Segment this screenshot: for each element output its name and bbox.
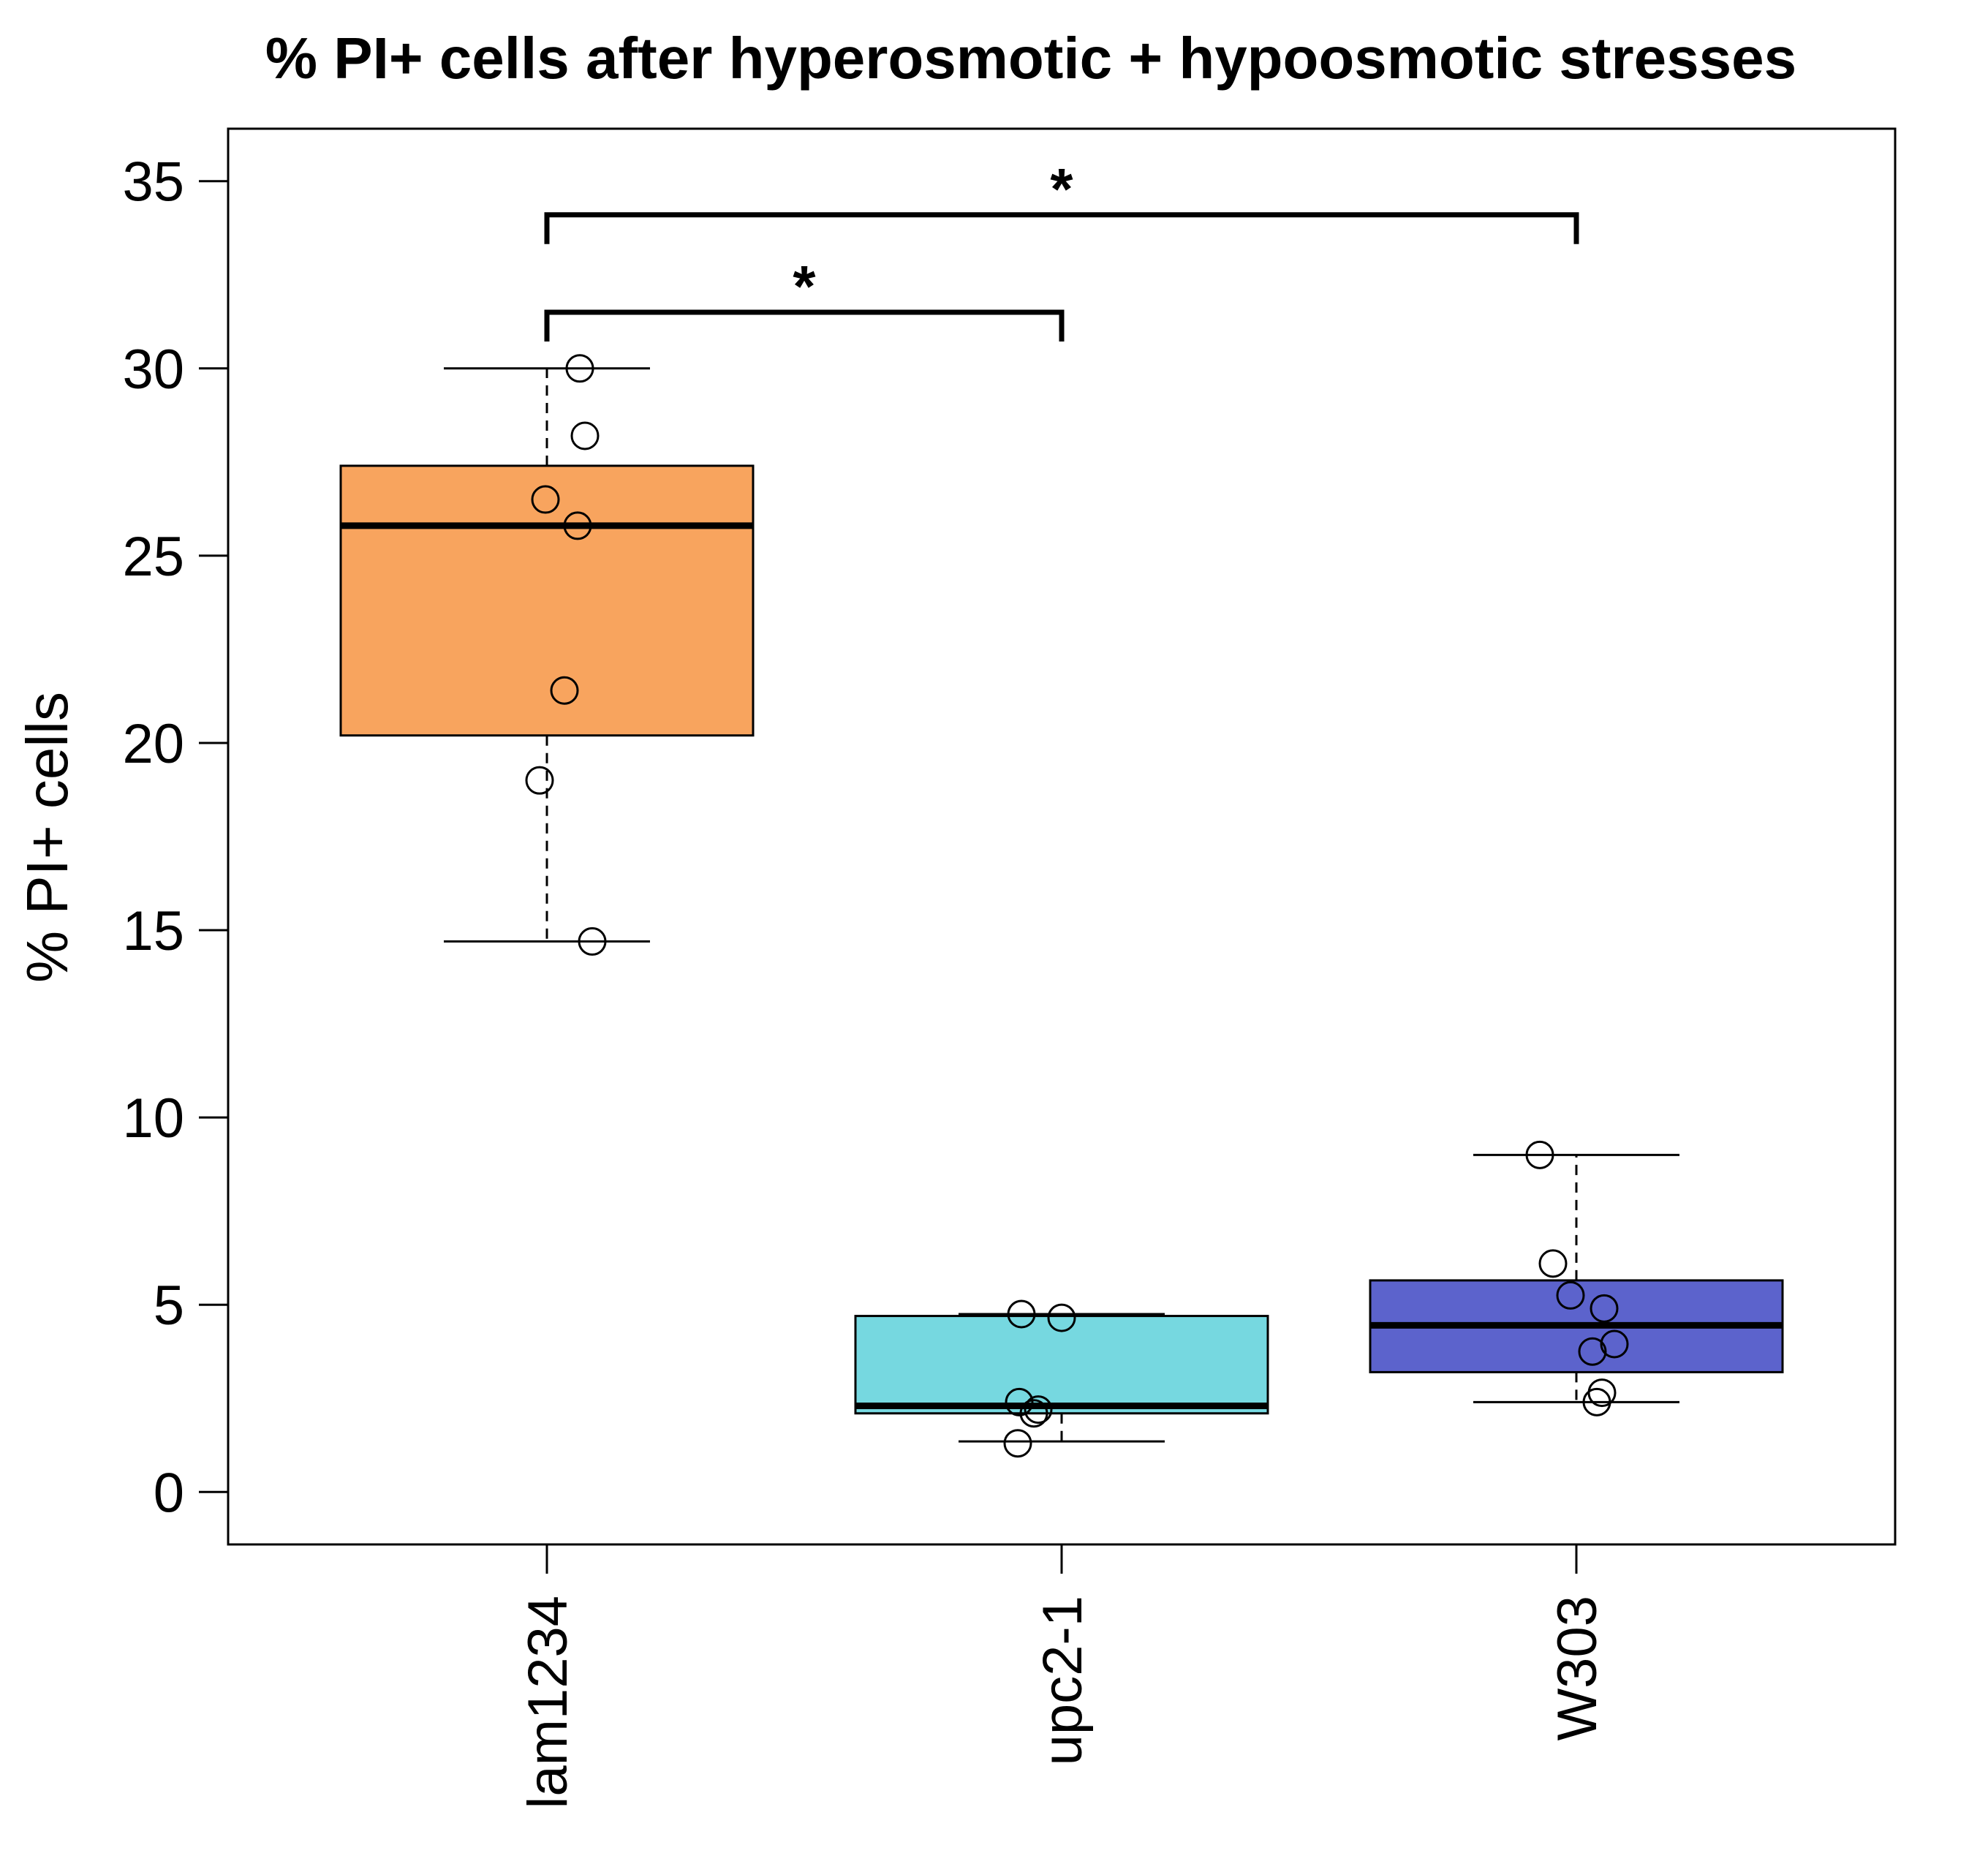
- box-lam1234: [339, 367, 755, 943]
- y-tick-label: 25: [122, 526, 184, 588]
- y-tick-label: 0: [154, 1462, 184, 1524]
- x-tick-label: W303: [1546, 1596, 1609, 1741]
- x-tick-label: lam1234: [517, 1596, 579, 1809]
- data-point: [1003, 1429, 1032, 1458]
- data-point: [1578, 1337, 1607, 1366]
- data-point: [1007, 1299, 1036, 1329]
- data-point: [550, 676, 579, 705]
- data-point: [1590, 1294, 1619, 1323]
- data-point: [1556, 1280, 1585, 1310]
- data-point: [570, 421, 600, 450]
- data-point: [1005, 1387, 1034, 1416]
- data-point: [1047, 1303, 1076, 1332]
- significance-bracket: *: [544, 254, 1065, 342]
- significance-bracket: *: [544, 156, 1579, 244]
- box-upc2-1: [854, 1313, 1269, 1443]
- chart-title: % PI+ cells after hyperosmotic + hypoosm…: [265, 26, 1796, 91]
- data-point: [1525, 1140, 1554, 1169]
- y-tick-label: 5: [154, 1275, 184, 1337]
- chart-marks: 0 5 10 15 20 25 30 35 lam1234 upc2-1 W303 * *: [122, 151, 1784, 1809]
- bracket-line: [544, 212, 1579, 244]
- box-W303: [1369, 1153, 1784, 1403]
- data-point: [563, 511, 592, 540]
- box-body: [854, 1315, 1269, 1415]
- data-point: [565, 354, 594, 383]
- data-point: [1019, 1399, 1048, 1428]
- y-axis-label: % PI+ cells: [15, 692, 80, 983]
- box-body: [339, 464, 755, 737]
- data-point: [1024, 1395, 1053, 1425]
- y-tick-label: 30: [122, 339, 184, 401]
- y-tick-label: 10: [122, 1087, 184, 1150]
- data-point: [578, 927, 607, 956]
- y-tick-label: 20: [122, 713, 184, 775]
- data-point: [1600, 1329, 1629, 1359]
- significance-label: *: [793, 254, 816, 319]
- data-point: [1538, 1249, 1568, 1278]
- y-tick-label: 15: [122, 900, 184, 962]
- y-tick-label: 35: [122, 151, 184, 214]
- data-point: [1582, 1387, 1611, 1416]
- data-point: [531, 485, 560, 514]
- data-point: [525, 766, 554, 795]
- significance-label: *: [1050, 156, 1073, 222]
- x-tick-label: upc2-1: [1032, 1596, 1094, 1765]
- bracket-line: [544, 309, 1065, 342]
